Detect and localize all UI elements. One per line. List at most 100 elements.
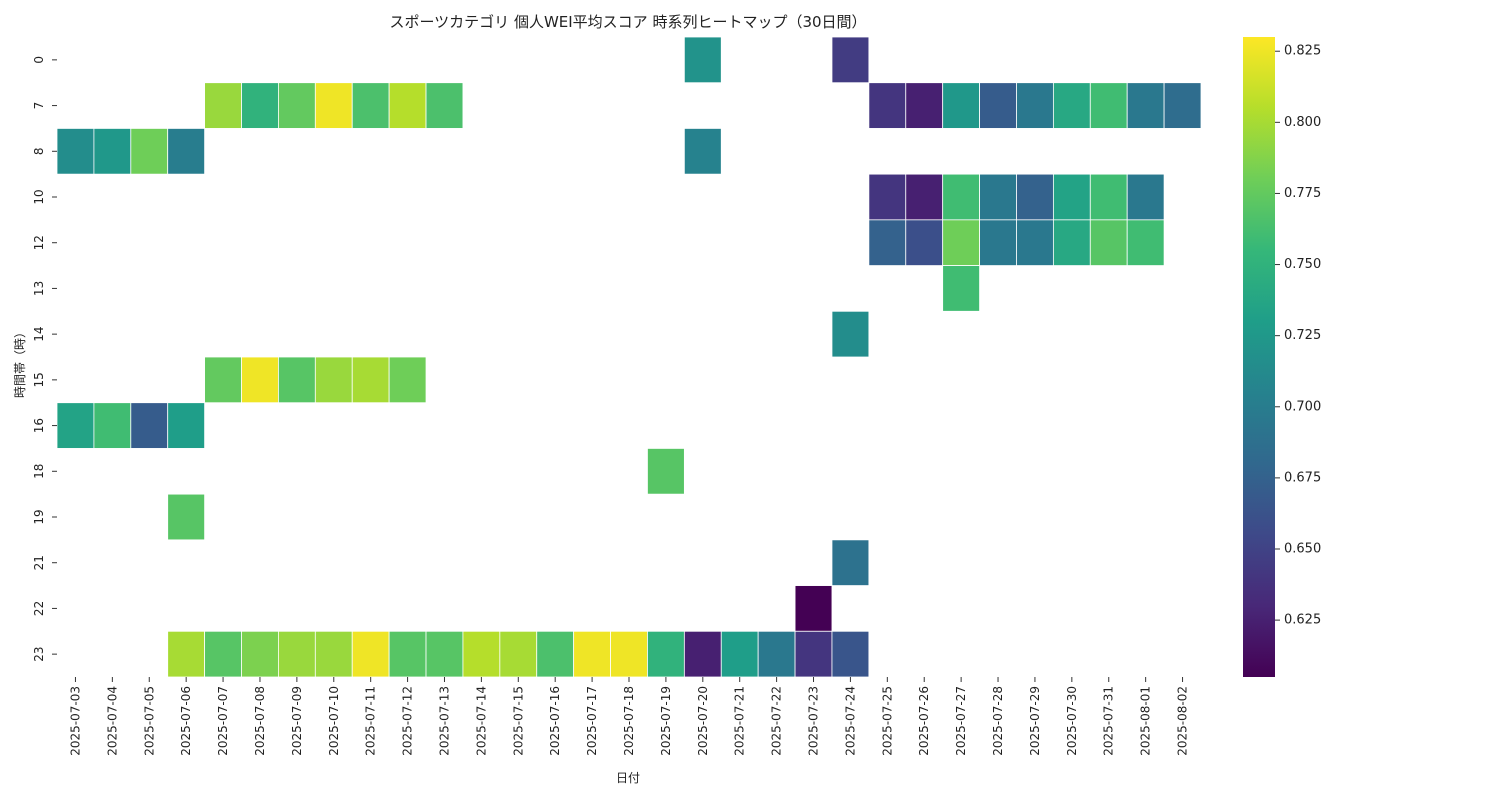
heatmap-cell <box>1163 82 1202 129</box>
y-tick-label: 10 <box>32 189 46 204</box>
heatmap-cell <box>462 630 501 678</box>
y-tick-label: 8 <box>32 147 46 155</box>
heatmap-cell <box>868 219 907 266</box>
y-tick-label: 18 <box>32 464 46 479</box>
heatmap-cell <box>942 82 980 129</box>
heatmap-cells <box>56 36 1202 678</box>
heatmap-cell <box>647 630 685 678</box>
colorbar-gradient <box>1243 37 1275 677</box>
heatmap-cell <box>130 128 169 175</box>
x-tick-label: 2025-07-24 <box>843 686 857 756</box>
x-axis: 2025-07-03 2025-07-04 2025-07-05 2025-07-06… <box>68 677 1190 756</box>
heatmap-cell <box>130 402 169 449</box>
heatmap-cell <box>56 402 95 449</box>
heatmap-cell <box>93 128 132 175</box>
x-tick-label: 2025-07-29 <box>1028 686 1042 756</box>
heatmap-cell <box>204 630 242 678</box>
colorbar-tick-label: 0.625 <box>1284 613 1321 628</box>
heatmap-cell <box>1052 173 1091 221</box>
y-tick-label: 23 <box>32 647 46 662</box>
heatmap-cell <box>278 82 316 129</box>
heatmap-cell <box>905 219 944 266</box>
heatmap-cell <box>425 82 464 129</box>
heatmap-cell <box>831 539 870 586</box>
heatmap-cell <box>314 630 353 678</box>
x-tick-label: 2025-07-23 <box>807 686 821 756</box>
heatmap-cell <box>942 173 980 221</box>
heatmap-cell <box>1126 219 1165 266</box>
heatmap-cell <box>831 310 870 358</box>
y-tick-label: 19 <box>32 509 46 524</box>
chart-title: スポーツカテゴリ 個人WEI平均スコア 時系列ヒートマップ（30日間） <box>389 13 866 31</box>
x-tick-label: 2025-07-05 <box>142 686 156 756</box>
heatmap-cell <box>93 402 132 449</box>
x-tick-label: 2025-07-12 <box>401 686 415 756</box>
y-tick-label: 12 <box>32 235 46 250</box>
y-tick-label: 21 <box>32 555 46 570</box>
heatmap-cell <box>683 36 722 84</box>
x-tick-label: 2025-07-07 <box>216 686 230 756</box>
heatmap-cell <box>167 402 206 449</box>
heatmap-cell <box>720 630 759 678</box>
colorbar-tick-label: 0.825 <box>1284 44 1321 59</box>
x-tick-label: 2025-07-25 <box>880 686 894 756</box>
heatmap-cell <box>241 630 279 678</box>
heatmap-cell <box>241 82 279 129</box>
x-tick-label: 2025-07-16 <box>548 686 562 756</box>
x-tick-label: 2025-07-09 <box>290 686 304 756</box>
y-tick-label: 22 <box>32 601 46 616</box>
x-tick-label: 2025-07-04 <box>105 686 119 756</box>
x-tick-label: 2025-07-19 <box>659 686 673 756</box>
heatmap-cell <box>979 173 1017 221</box>
heatmap-cell <box>794 630 833 678</box>
x-tick-label: 2025-07-27 <box>954 686 968 756</box>
heatmap-cell <box>1052 219 1091 266</box>
colorbar-tick-label: 0.650 <box>1284 542 1321 557</box>
heatmap-cell <box>204 356 242 404</box>
heatmap-cell <box>425 630 464 678</box>
heatmap-cell <box>868 173 907 221</box>
x-tick-label: 2025-07-14 <box>474 686 488 756</box>
heatmap-cell <box>499 630 538 678</box>
heatmap-cell <box>388 82 427 129</box>
y-tick-label: 15 <box>32 372 46 387</box>
x-tick-label: 2025-07-26 <box>917 686 931 756</box>
heatmap-cell <box>1016 219 1054 266</box>
x-tick-label: 2025-07-18 <box>622 686 636 756</box>
x-tick-label: 2025-07-08 <box>253 686 267 756</box>
heatmap-cell <box>351 356 390 404</box>
x-tick-label: 2025-07-10 <box>327 686 341 756</box>
x-tick-label: 2025-07-06 <box>179 686 193 756</box>
heatmap-cell <box>979 219 1017 266</box>
colorbar-tick-label: 0.675 <box>1284 470 1321 485</box>
y-tick-label: 0 <box>32 56 46 64</box>
heatmap-cell <box>1016 82 1054 129</box>
colorbar-tick-label: 0.775 <box>1284 186 1321 201</box>
heatmap-cell <box>314 82 353 129</box>
x-tick-label: 2025-08-01 <box>1139 686 1153 756</box>
heatmap-cell <box>167 493 206 541</box>
heatmap-cell <box>683 128 722 175</box>
colorbar-tick-label: 0.800 <box>1284 115 1321 130</box>
heatmap-cell <box>278 356 316 404</box>
x-tick-label: 2025-07-17 <box>585 686 599 756</box>
heatmap-cell <box>167 630 206 678</box>
x-tick-label: 2025-07-20 <box>696 686 710 756</box>
heatmap-cell <box>794 585 833 632</box>
heatmap-cell <box>536 630 575 678</box>
heatmap-cell <box>388 630 427 678</box>
x-tick-label: 2025-08-02 <box>1176 686 1190 756</box>
heatmap-cell <box>683 630 722 678</box>
x-tick-label: 2025-07-15 <box>511 686 525 756</box>
heatmap-cell <box>1126 82 1165 129</box>
x-tick-label: 2025-07-03 <box>68 686 82 756</box>
heatmap-cell <box>942 219 980 266</box>
colorbar-tick-label: 0.725 <box>1284 328 1321 343</box>
x-tick-label: 2025-07-11 <box>364 686 378 756</box>
heatmap-cell <box>351 82 390 129</box>
heatmap-cell <box>647 448 685 495</box>
y-tick-label: 7 <box>32 102 46 110</box>
heatmap-cell <box>314 356 353 404</box>
x-tick-label: 2025-07-31 <box>1102 686 1116 756</box>
heatmap-cell <box>388 356 427 404</box>
